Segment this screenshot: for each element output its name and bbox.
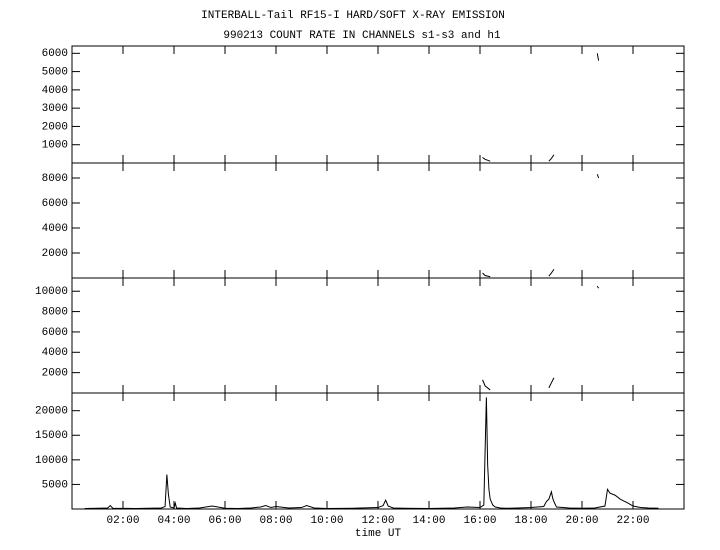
y-tick-label: 6000: [42, 198, 68, 210]
x-tick-label: 18:00: [514, 515, 547, 527]
y-tick-label: 2000: [42, 368, 68, 380]
y-tick-label: 1000: [42, 140, 68, 152]
x-tick-label: 12:00: [361, 515, 394, 527]
chart-subtitle: 990213 COUNT RATE IN CHANNELS s1-s3 and …: [223, 30, 501, 42]
x-tick-label: 20:00: [565, 515, 598, 527]
data-line: [482, 174, 600, 278]
y-tick-label: 2000: [42, 121, 68, 133]
panel-frame: [71, 277, 685, 394]
x-tick-label: 04:00: [157, 515, 190, 527]
panel-frame: [71, 162, 685, 279]
panel-frame: [71, 392, 685, 510]
y-tick-label: 4000: [42, 347, 68, 359]
x-tick-label: 14:00: [412, 515, 445, 527]
panel-frame: [71, 45, 685, 164]
x-tick-label: 06:00: [208, 515, 241, 527]
data-line: [482, 285, 599, 391]
y-tick-label: 4000: [42, 223, 68, 235]
chart-title: INTERBALL-Tail RF15-I HARD/SOFT X-RAY EM…: [201, 10, 505, 22]
y-tick-label: 6000: [42, 48, 68, 60]
data-line: [482, 53, 600, 162]
x-tick-label: 08:00: [259, 515, 292, 527]
y-tick-label: 5000: [42, 479, 68, 491]
data-line: [84, 397, 659, 510]
y-tick-label: 5000: [42, 67, 68, 79]
y-tick-label: 20000: [35, 406, 68, 418]
y-tick-label: 2000: [42, 248, 68, 260]
x-tick-label: 16:00: [463, 515, 496, 527]
y-tick-label: 8000: [42, 173, 68, 185]
y-tick-label: 10000: [35, 455, 68, 467]
x-axis-label: time UT: [355, 528, 402, 540]
x-tick-label: 10:00: [310, 515, 343, 527]
y-tick-label: 4000: [42, 85, 68, 97]
y-tick-label: 3000: [42, 103, 68, 115]
y-tick-label: 10000: [35, 286, 68, 298]
y-tick-label: 6000: [42, 327, 68, 339]
x-tick-label: 22:00: [616, 515, 649, 527]
x-tick-label: 02:00: [106, 515, 139, 527]
y-tick-label: 15000: [35, 430, 68, 442]
y-tick-label: 8000: [42, 306, 68, 318]
